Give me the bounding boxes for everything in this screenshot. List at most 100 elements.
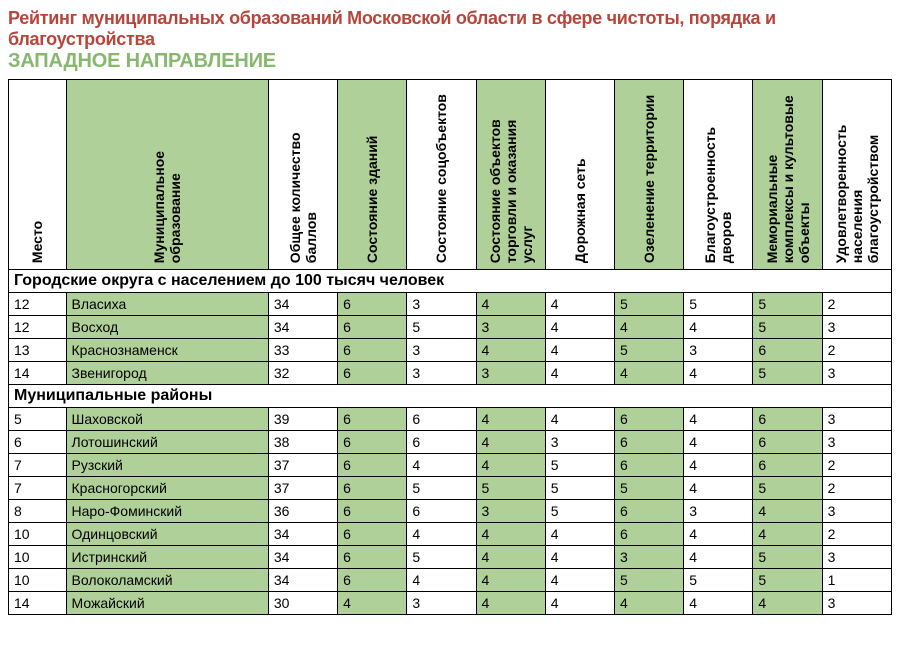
table-cell: 5 (407, 316, 476, 339)
table-cell: 34 (268, 316, 337, 339)
table-cell: 10 (9, 569, 67, 592)
table-cell: 5 (545, 500, 614, 523)
table-row: 10Одинцовский3464446442 (9, 523, 892, 546)
table-cell: 6 (338, 477, 407, 500)
table-cell: 3 (407, 293, 476, 316)
table-cell: Шаховской (66, 408, 268, 431)
table-cell: Звенигород (66, 362, 268, 385)
table-cell: 4 (545, 293, 614, 316)
table-cell: 34 (268, 546, 337, 569)
table-cell: 10 (9, 546, 67, 569)
table-cell: 4 (545, 408, 614, 431)
table-cell: 5 (407, 546, 476, 569)
column-header-label: Удовлетворенность населения благоустройс… (833, 85, 881, 263)
column-header-label: Благоустроенность дворов (702, 85, 734, 263)
table-cell: 6 (753, 339, 822, 362)
table-row: 7Рузский3764456462 (9, 454, 892, 477)
column-header-label: Общее количество баллов (287, 85, 319, 263)
column-header-label: Дорожная сеть (572, 85, 588, 263)
table-cell: 4 (545, 339, 614, 362)
table-cell: 4 (684, 523, 753, 546)
table-cell: Рузский (66, 454, 268, 477)
table-cell: 4 (476, 523, 545, 546)
table-cell: 6 (614, 408, 683, 431)
table-body: Городские округа с населением до 100 тыс… (9, 270, 892, 615)
table-cell: 5 (684, 293, 753, 316)
table-cell: 3 (476, 316, 545, 339)
table-cell: 5 (476, 477, 545, 500)
table-cell: 4 (476, 431, 545, 454)
table-cell: 4 (684, 408, 753, 431)
table-cell: Красногорский (66, 477, 268, 500)
table-cell: 4 (407, 569, 476, 592)
table-cell: 4 (338, 592, 407, 615)
table-cell: Истринский (66, 546, 268, 569)
table-cell: 4 (407, 454, 476, 477)
table-cell: Одинцовский (66, 523, 268, 546)
table-cell: 4 (545, 523, 614, 546)
table-cell: 5 (407, 477, 476, 500)
column-header-label: Озеленение территории (641, 85, 657, 263)
table-cell: 5 (753, 362, 822, 385)
table-cell: 4 (476, 339, 545, 362)
table-cell: 4 (407, 523, 476, 546)
table-cell: Краснознаменск (66, 339, 268, 362)
table-cell: 2 (822, 339, 891, 362)
table-cell: 7 (9, 454, 67, 477)
table-row: 12Восход3465344453 (9, 316, 892, 339)
table-cell: 2 (822, 523, 891, 546)
column-header-label: Состояние соцобъектов (433, 85, 449, 263)
table-cell: 30 (268, 592, 337, 615)
table-cell: 6 (753, 408, 822, 431)
table-cell: 3 (614, 546, 683, 569)
table-row: 13Краснознаменск3363445362 (9, 339, 892, 362)
column-header: Озеленение территории (614, 80, 683, 270)
table-cell: 32 (268, 362, 337, 385)
table-cell: 4 (545, 316, 614, 339)
table-cell: 6 (338, 500, 407, 523)
table-row: 12Власиха3463445552 (9, 293, 892, 316)
table-cell: 1 (822, 569, 891, 592)
table-cell: 3 (407, 339, 476, 362)
table-cell: 4 (684, 592, 753, 615)
table-cell: 3 (684, 339, 753, 362)
section-title: Городские округа с населением до 100 тыс… (9, 270, 892, 293)
table-cell: 4 (545, 592, 614, 615)
column-header-label: Мемориальные комплексы и культовые объек… (763, 85, 811, 263)
table-cell: 4 (476, 293, 545, 316)
table-cell: 3 (476, 500, 545, 523)
table-cell: 5 (545, 477, 614, 500)
table-cell: 4 (684, 454, 753, 477)
table-cell: 3 (822, 546, 891, 569)
table-row: 14Звенигород3263344453 (9, 362, 892, 385)
column-header: Мемориальные комплексы и культовые объек… (753, 80, 822, 270)
column-header-label: Состояние зданий (364, 85, 380, 263)
table-cell: 4 (614, 592, 683, 615)
table-cell: 3 (407, 592, 476, 615)
table-cell: 14 (9, 592, 67, 615)
table-cell: 6 (614, 500, 683, 523)
table-cell: 5 (684, 569, 753, 592)
table-cell: 6 (338, 339, 407, 362)
table-cell: 3 (822, 408, 891, 431)
table-cell: 38 (268, 431, 337, 454)
column-header: Общее количество баллов (268, 80, 337, 270)
column-header: Состояние зданий (338, 80, 407, 270)
table-cell: 4 (476, 569, 545, 592)
table-cell: 5 (753, 569, 822, 592)
table-cell: 4 (684, 477, 753, 500)
table-cell: 6 (338, 293, 407, 316)
table-cell: Лотошинский (66, 431, 268, 454)
table-cell: 37 (268, 454, 337, 477)
table-row: 7Красногорский3765555452 (9, 477, 892, 500)
table-cell: 4 (684, 546, 753, 569)
table-cell: 6 (753, 454, 822, 477)
table-cell: 6 (338, 316, 407, 339)
table-cell: 34 (268, 569, 337, 592)
column-header: Благоустроенность дворов (684, 80, 753, 270)
table-cell: 5 (614, 569, 683, 592)
table-cell: 4 (545, 569, 614, 592)
table-cell: 4 (684, 362, 753, 385)
table-cell: 6 (614, 523, 683, 546)
table-cell: 2 (822, 293, 891, 316)
